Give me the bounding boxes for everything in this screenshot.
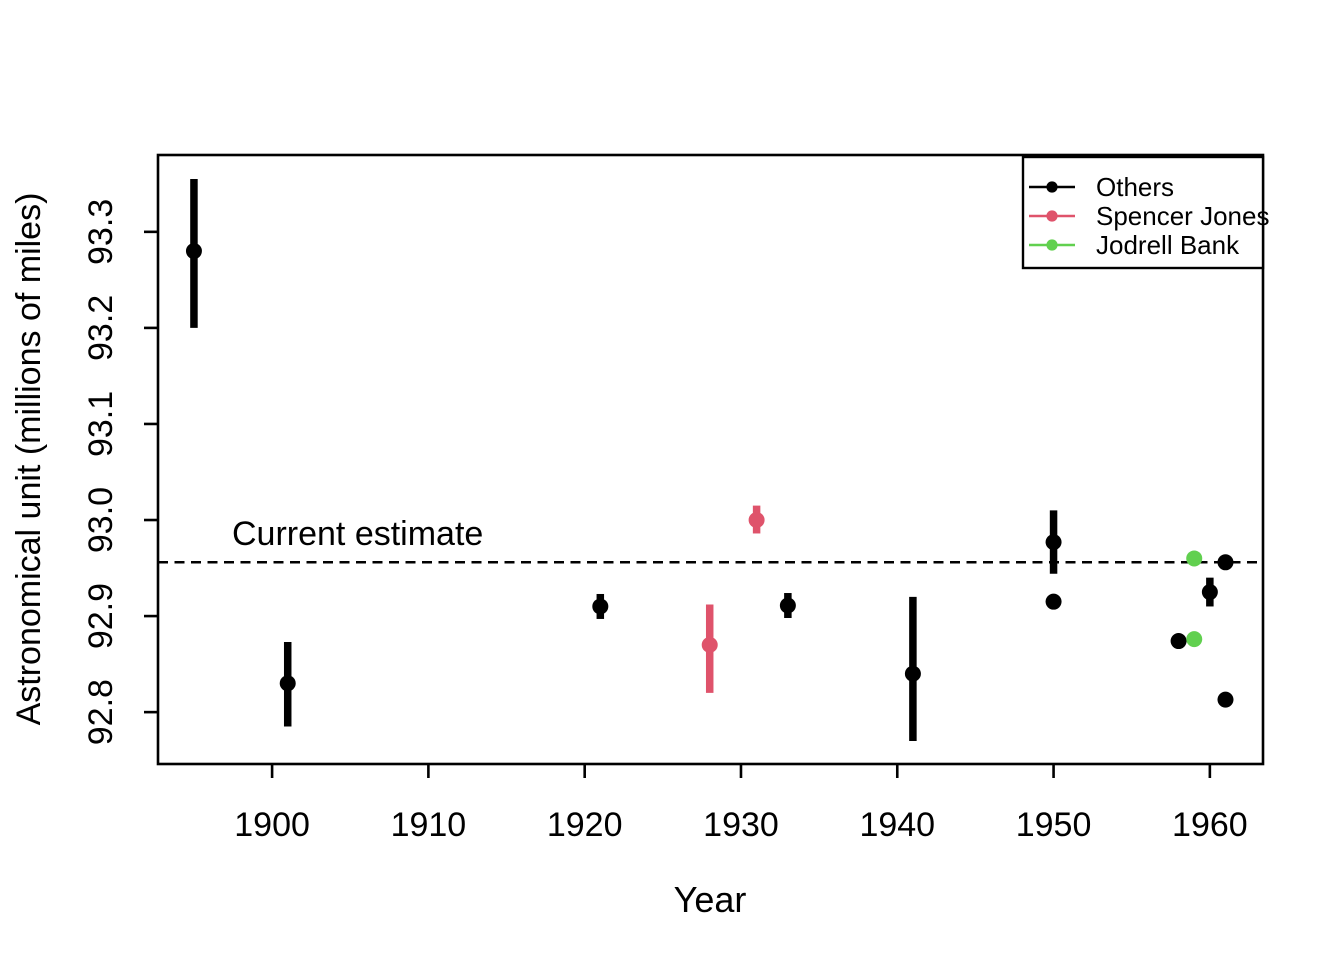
legend-item-others: Others xyxy=(1029,172,1174,202)
plot-area-border xyxy=(156,153,1265,766)
legend-marker-others xyxy=(1046,181,1058,193)
legend-marker-jodrell-bank xyxy=(1046,239,1058,251)
x-tick-label: 1940 xyxy=(859,806,935,844)
y-axis-title: Astronomical unit (millions of miles) xyxy=(10,193,48,726)
y-tick-label: 92.8 xyxy=(82,679,120,745)
x-tick-label: 1920 xyxy=(547,806,623,844)
data-point-others xyxy=(1217,554,1234,571)
legend-label-spencer-jones: Spencer Jones xyxy=(1096,201,1269,231)
data-point-others xyxy=(1201,584,1218,601)
data-point-others xyxy=(1045,534,1062,551)
x-tick-label: 1930 xyxy=(703,806,779,844)
data-point-others xyxy=(185,243,202,260)
data-point-others xyxy=(1217,691,1234,708)
data-point-others xyxy=(1045,593,1062,610)
legend: Others Spencer Jones Jodrell Bank xyxy=(1021,155,1269,270)
y-axis-ticks xyxy=(144,230,158,714)
data-point-jodrell-bank xyxy=(1186,631,1203,648)
x-tick-label: 1950 xyxy=(1016,806,1092,844)
y-tick-label: 92.9 xyxy=(82,583,120,649)
x-tick-label: 1910 xyxy=(391,806,467,844)
y-tick-label: 93.1 xyxy=(82,391,120,457)
y-tick-label: 93.3 xyxy=(82,199,120,265)
data-point-spencer-jones xyxy=(748,512,765,529)
data-points-layer xyxy=(185,179,1234,741)
data-point-others xyxy=(1170,633,1187,650)
y-axis-tick-labels: 92.8 92.9 93.0 93.1 93.2 93.3 xyxy=(82,199,120,745)
x-tick-label: 1900 xyxy=(234,806,310,844)
y-tick-label: 93.2 xyxy=(82,295,120,361)
data-point-jodrell-bank xyxy=(1186,550,1203,567)
data-point-others xyxy=(279,675,296,692)
legend-marker-spencer-jones xyxy=(1046,210,1058,222)
x-axis-title: Year xyxy=(674,879,747,920)
legend-item-spencer-jones: Spencer Jones xyxy=(1029,201,1269,231)
legend-label-jodrell-bank: Jodrell Bank xyxy=(1096,230,1240,260)
y-tick-label: 93.0 xyxy=(82,487,120,553)
data-point-spencer-jones xyxy=(701,636,718,653)
current-estimate-label: Current estimate xyxy=(232,515,483,553)
legend-border xyxy=(1021,155,1265,270)
data-point-others xyxy=(592,598,609,615)
x-axis-tick-labels: 1900 1910 1920 1930 1940 1950 1960 xyxy=(234,806,1247,844)
legend-label-others: Others xyxy=(1096,172,1174,202)
x-axis-ticks xyxy=(270,764,1212,778)
data-point-others xyxy=(779,597,796,614)
x-tick-label: 1960 xyxy=(1172,806,1248,844)
legend-item-jodrell-bank: Jodrell Bank xyxy=(1029,230,1240,260)
data-point-others xyxy=(904,665,921,682)
